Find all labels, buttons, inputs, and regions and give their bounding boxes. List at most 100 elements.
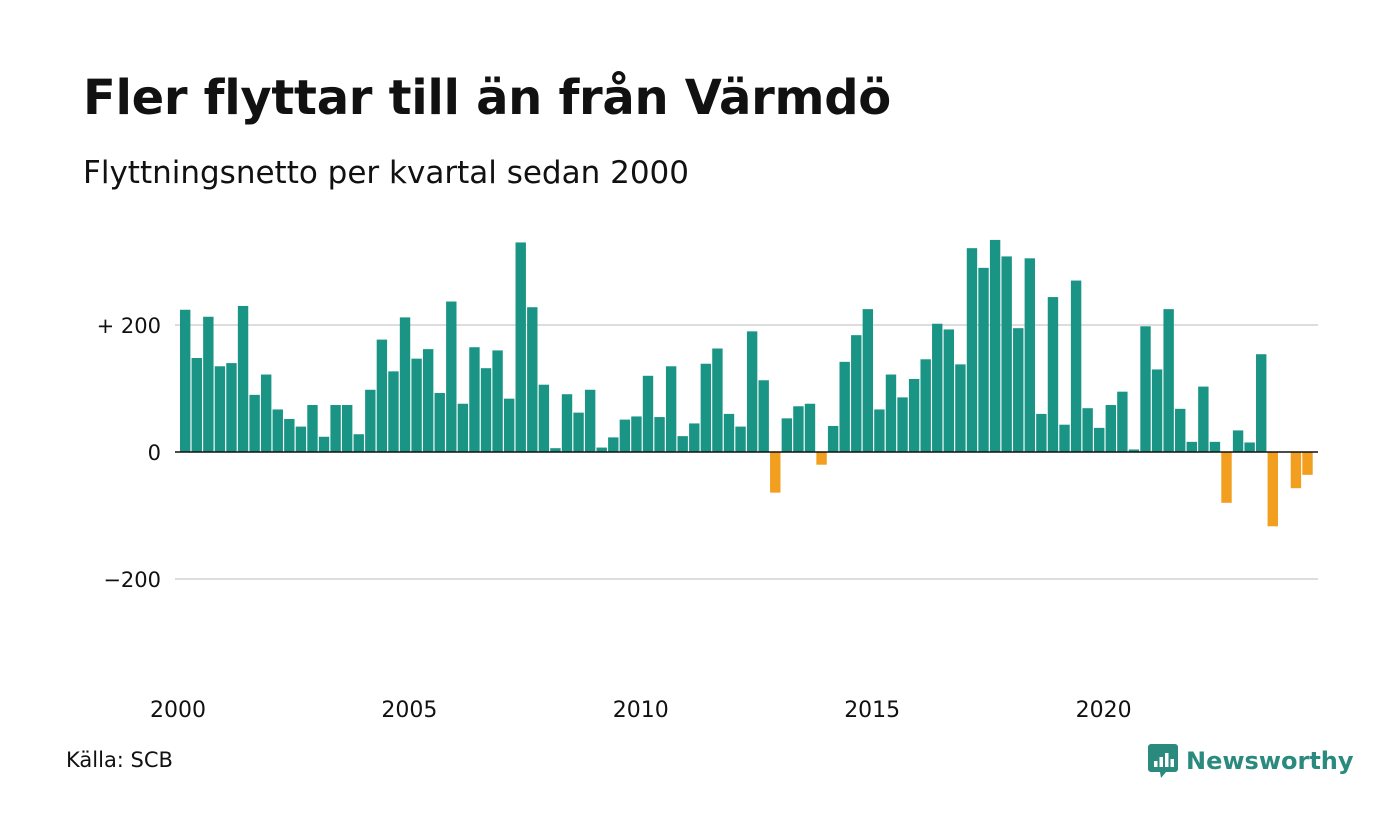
bar (1209, 441, 1221, 452)
grid-layer (175, 324, 1318, 580)
bar (295, 426, 307, 452)
bar (1140, 326, 1151, 452)
bar (1013, 328, 1024, 453)
axis-layer: + 200 0 −200 2000 2005 2010 2015 2020 (97, 314, 1318, 723)
bar (503, 398, 515, 452)
bar (492, 350, 503, 452)
bar (1302, 452, 1313, 475)
bar (515, 242, 526, 452)
bar (619, 419, 631, 452)
y-tick-label: 0 (148, 441, 161, 465)
chart-subtitle: Flyttningsnetto per kvartal sedan 2000 (83, 155, 689, 191)
bar (180, 309, 191, 452)
bar (272, 409, 283, 452)
bar (908, 378, 920, 453)
y-tick-label: −200 (103, 568, 161, 592)
bar (446, 301, 457, 452)
bar (839, 361, 850, 452)
bar (827, 425, 839, 452)
bar (1128, 449, 1140, 452)
bar (527, 307, 538, 452)
bar (307, 405, 318, 452)
bar (689, 423, 700, 452)
bar (318, 436, 330, 452)
x-tick-label: 2020 (1076, 698, 1132, 723)
bar (330, 405, 341, 452)
bar (1094, 427, 1105, 452)
bar (1082, 408, 1093, 452)
bar (700, 363, 712, 453)
bar (1267, 452, 1278, 527)
brand-name: Newsworthy (1186, 747, 1354, 775)
bar (712, 348, 723, 452)
bar (631, 416, 642, 452)
bar (816, 452, 827, 465)
bar (735, 426, 746, 452)
bar (1290, 452, 1302, 489)
chart-title: Fler flyttar till än från Värmdö (83, 70, 891, 126)
bar (608, 437, 619, 452)
bar (851, 335, 862, 452)
bar (665, 366, 677, 452)
bar (1024, 258, 1036, 452)
bar (723, 413, 735, 452)
bar (434, 392, 445, 452)
bar (642, 375, 654, 452)
bar (1232, 430, 1244, 452)
bar (411, 358, 422, 452)
bar (214, 366, 226, 452)
bar (1186, 441, 1197, 452)
bar (422, 349, 434, 452)
bar (978, 267, 989, 452)
bar (353, 434, 364, 452)
bar (1151, 369, 1163, 452)
bar (538, 384, 550, 452)
bar (862, 309, 874, 453)
bar (469, 347, 480, 453)
bar (654, 417, 665, 452)
bar (284, 418, 295, 452)
bar (781, 418, 793, 453)
bar (584, 389, 596, 452)
bar (885, 374, 897, 452)
bar (399, 317, 411, 452)
bar (746, 331, 758, 452)
bar (388, 371, 399, 452)
bar (793, 406, 804, 452)
bar (1047, 297, 1059, 452)
bar (1163, 309, 1174, 453)
source-label: Källa: SCB (66, 748, 173, 772)
bar (677, 436, 688, 453)
bar (1001, 256, 1012, 452)
bar (596, 447, 607, 453)
bar (966, 248, 978, 452)
y-tick-label: + 200 (97, 314, 161, 338)
bar (1105, 405, 1116, 452)
bar (1059, 424, 1070, 452)
bar (249, 394, 260, 452)
bar (943, 329, 955, 452)
bar (203, 316, 214, 452)
bar (1256, 354, 1267, 452)
bar (874, 409, 885, 452)
brand-logo[interactable]: Newsworthy (1148, 744, 1354, 778)
bar (480, 368, 492, 452)
newsworthy-logo-icon (1148, 744, 1178, 778)
bar (226, 363, 237, 452)
bar (955, 364, 966, 452)
bar-layer (180, 239, 1313, 527)
bar (237, 305, 249, 452)
bar (1070, 280, 1082, 452)
bar (897, 397, 908, 452)
x-tick-label: 2000 (150, 698, 206, 723)
bar (758, 380, 769, 452)
bar (1198, 386, 1209, 453)
bar (573, 412, 584, 452)
x-tick-label: 2005 (381, 698, 437, 723)
bar (1175, 408, 1186, 452)
bar (260, 374, 272, 452)
bar (920, 359, 931, 452)
bar (989, 239, 1001, 452)
bar (1117, 391, 1128, 453)
bar (1244, 442, 1255, 453)
